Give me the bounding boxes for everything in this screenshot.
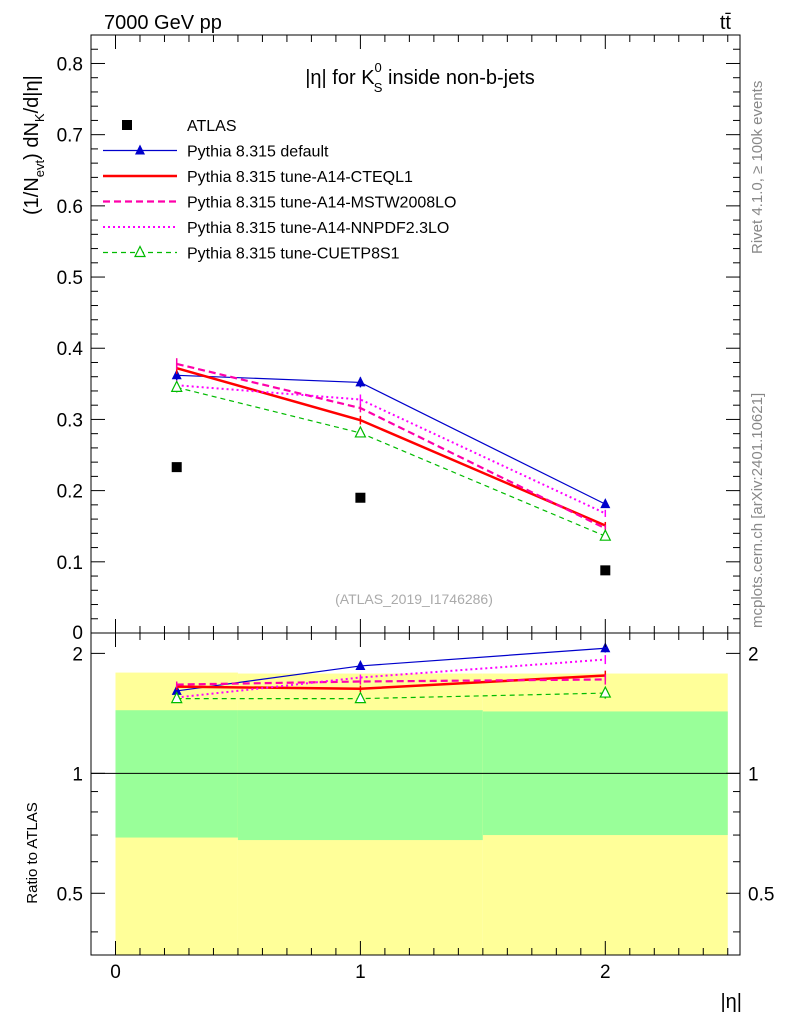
main-y-axis-label: (1/Nevt) dNK/d|η| <box>21 75 47 215</box>
legend-entry-pythia-8-315-tune-cuetp8s1: Pythia 8.315 tune-CUETP8S1 <box>103 245 400 263</box>
legend-label: Pythia 8.315 tune-A14-NNPDF2.3LO <box>187 220 449 237</box>
series-marker <box>171 369 182 380</box>
ratio-series-line <box>176 658 606 699</box>
legend-label: Pythia 8.315 tune-A14-MSTW2008LO <box>187 195 456 212</box>
main-y-tick-label: 0.8 <box>57 54 83 75</box>
main-y-tick-label: 0.4 <box>57 339 84 360</box>
x-axis-label: |η| <box>720 991 742 1013</box>
ratio-series-marker <box>600 642 611 653</box>
legend-entry-pythia-8-315-tune-a14-mstw2008lo: Pythia 8.315 tune-A14-MSTW2008LO <box>103 195 456 212</box>
main-panel: 0.1 0.2 0.3 0.4 0.5 0.6 0.7 0.8 0 |η| for K0 S in… <box>21 34 741 644</box>
ratio-series-line <box>176 678 606 686</box>
series-line <box>176 362 606 530</box>
ratio-panel: 0.5 0.5 1 1 2 2 Ratio to ATLAS 0 1 2 |η| <box>24 35 774 1013</box>
legend-marker <box>135 144 145 155</box>
ratio-series-marker <box>355 659 366 670</box>
atlas-data-point <box>600 565 611 576</box>
legend-entry-pythia-8-315-tune-a14-nnpdf2-3lo: Pythia 8.315 tune-A14-NNPDF2.3LO <box>103 220 449 237</box>
mcplots-label: mcplots.cern.ch [arXiv:2401.10621] <box>749 393 766 628</box>
series-marker <box>600 498 611 509</box>
legend-marker <box>134 245 146 258</box>
ratio-y-tick-label: 1 <box>72 764 83 785</box>
main-y-ticks: 0.1 0.2 0.3 0.4 0.5 0.6 0.7 0.8 0 <box>57 48 740 644</box>
main-series-atlas <box>171 462 611 576</box>
ratio-series-marker <box>171 684 182 695</box>
legend-marker <box>122 120 132 130</box>
main-y-tick-label: 0.3 <box>57 410 83 431</box>
ratio-series-layer <box>170 642 612 704</box>
main-y-tick-label: 0.5 <box>57 268 83 289</box>
ratio-y-tick-label-right: 1 <box>748 764 759 785</box>
main-series-layer <box>170 358 612 576</box>
ratio-y-tick-label: 2 <box>72 644 83 665</box>
header-energy-label: 7000 GeV pp <box>104 12 222 34</box>
legend-entry-pythia-8-315-tune-a14-cteql1: Pythia 8.315 tune-A14-CTEQL1 <box>103 169 413 186</box>
main-y-tick-label: 0.2 <box>57 482 83 503</box>
x-tick-label: 1 <box>355 962 366 983</box>
x-tick-label: 2 <box>600 962 611 983</box>
main-series-pythia-8-315-tune-a14-mstw2008lo <box>175 358 607 532</box>
legend-entry-atlas: ATLAS <box>122 118 237 135</box>
ratio-uncertainty-bands <box>115 672 728 955</box>
main-series-pythia-8-315-default <box>171 369 611 509</box>
ratio-green-band <box>115 710 238 838</box>
main-series-pythia-8-315-tune-cuetp8s1 <box>170 380 612 541</box>
series-marker <box>355 376 366 387</box>
main-y-tick-label: 0.7 <box>57 126 83 147</box>
legend-label: Pythia 8.315 tune-A14-CTEQL1 <box>187 169 413 186</box>
series-line <box>176 384 606 515</box>
main-y-tick-label: 0.6 <box>57 197 83 218</box>
analysis-watermark: (ATLAS_2019_I1746286) <box>335 591 493 607</box>
legend-label: Pythia 8.315 default <box>187 144 329 161</box>
ratio-y-tick-label-right: 2 <box>748 644 759 665</box>
ratio-y-tick-label-right: 0.5 <box>748 884 774 905</box>
main-title: |η| for K0 S inside non-b-jets <box>305 60 535 95</box>
atlas-data-point <box>355 492 366 503</box>
ratio-green-band <box>237 710 483 841</box>
series-line <box>176 374 606 505</box>
ratio-series-marker <box>599 685 612 698</box>
series-marker <box>354 425 367 438</box>
main-series-pythia-8-315-tune-a14-cteql1 <box>175 362 607 530</box>
rivet-version-label: Rivet 4.1.0, ≥ 100k events <box>749 81 766 254</box>
atlas-data-point <box>171 462 182 473</box>
main-y-tick-label: 0.1 <box>57 553 83 574</box>
legend-entry-pythia-8-315-default: Pythia 8.315 default <box>103 144 329 161</box>
x-tick-label: 0 <box>110 962 121 983</box>
legend: ATLAS Pythia 8.315 default Pythia 8.315 tu… <box>103 118 456 263</box>
series-line <box>176 366 606 527</box>
series-marker <box>170 380 183 392</box>
legend-label: Pythia 8.315 tune-CUETP8S1 <box>187 246 400 263</box>
ratio-y-ticks: 0.5 0.5 1 1 2 2 <box>57 644 774 933</box>
series-marker <box>599 528 612 541</box>
ratio-series-marker <box>170 691 183 704</box>
series-line <box>176 386 606 537</box>
x-axis-ticks: 0 1 2 <box>110 35 729 983</box>
ratio-frame <box>90 632 741 956</box>
legend-label: ATLAS <box>187 118 237 135</box>
ratio-y-tick-label: 0.5 <box>57 884 83 905</box>
main-y-tick-label: 0 <box>72 623 83 644</box>
ratio-series-pythia-8-315-tune-cuetp8s1 <box>170 685 612 704</box>
ratio-y-axis-label: Ratio to ATLAS <box>24 802 41 903</box>
header-process-label: tt̄ <box>720 12 732 34</box>
ratio-series-marker <box>354 691 367 704</box>
